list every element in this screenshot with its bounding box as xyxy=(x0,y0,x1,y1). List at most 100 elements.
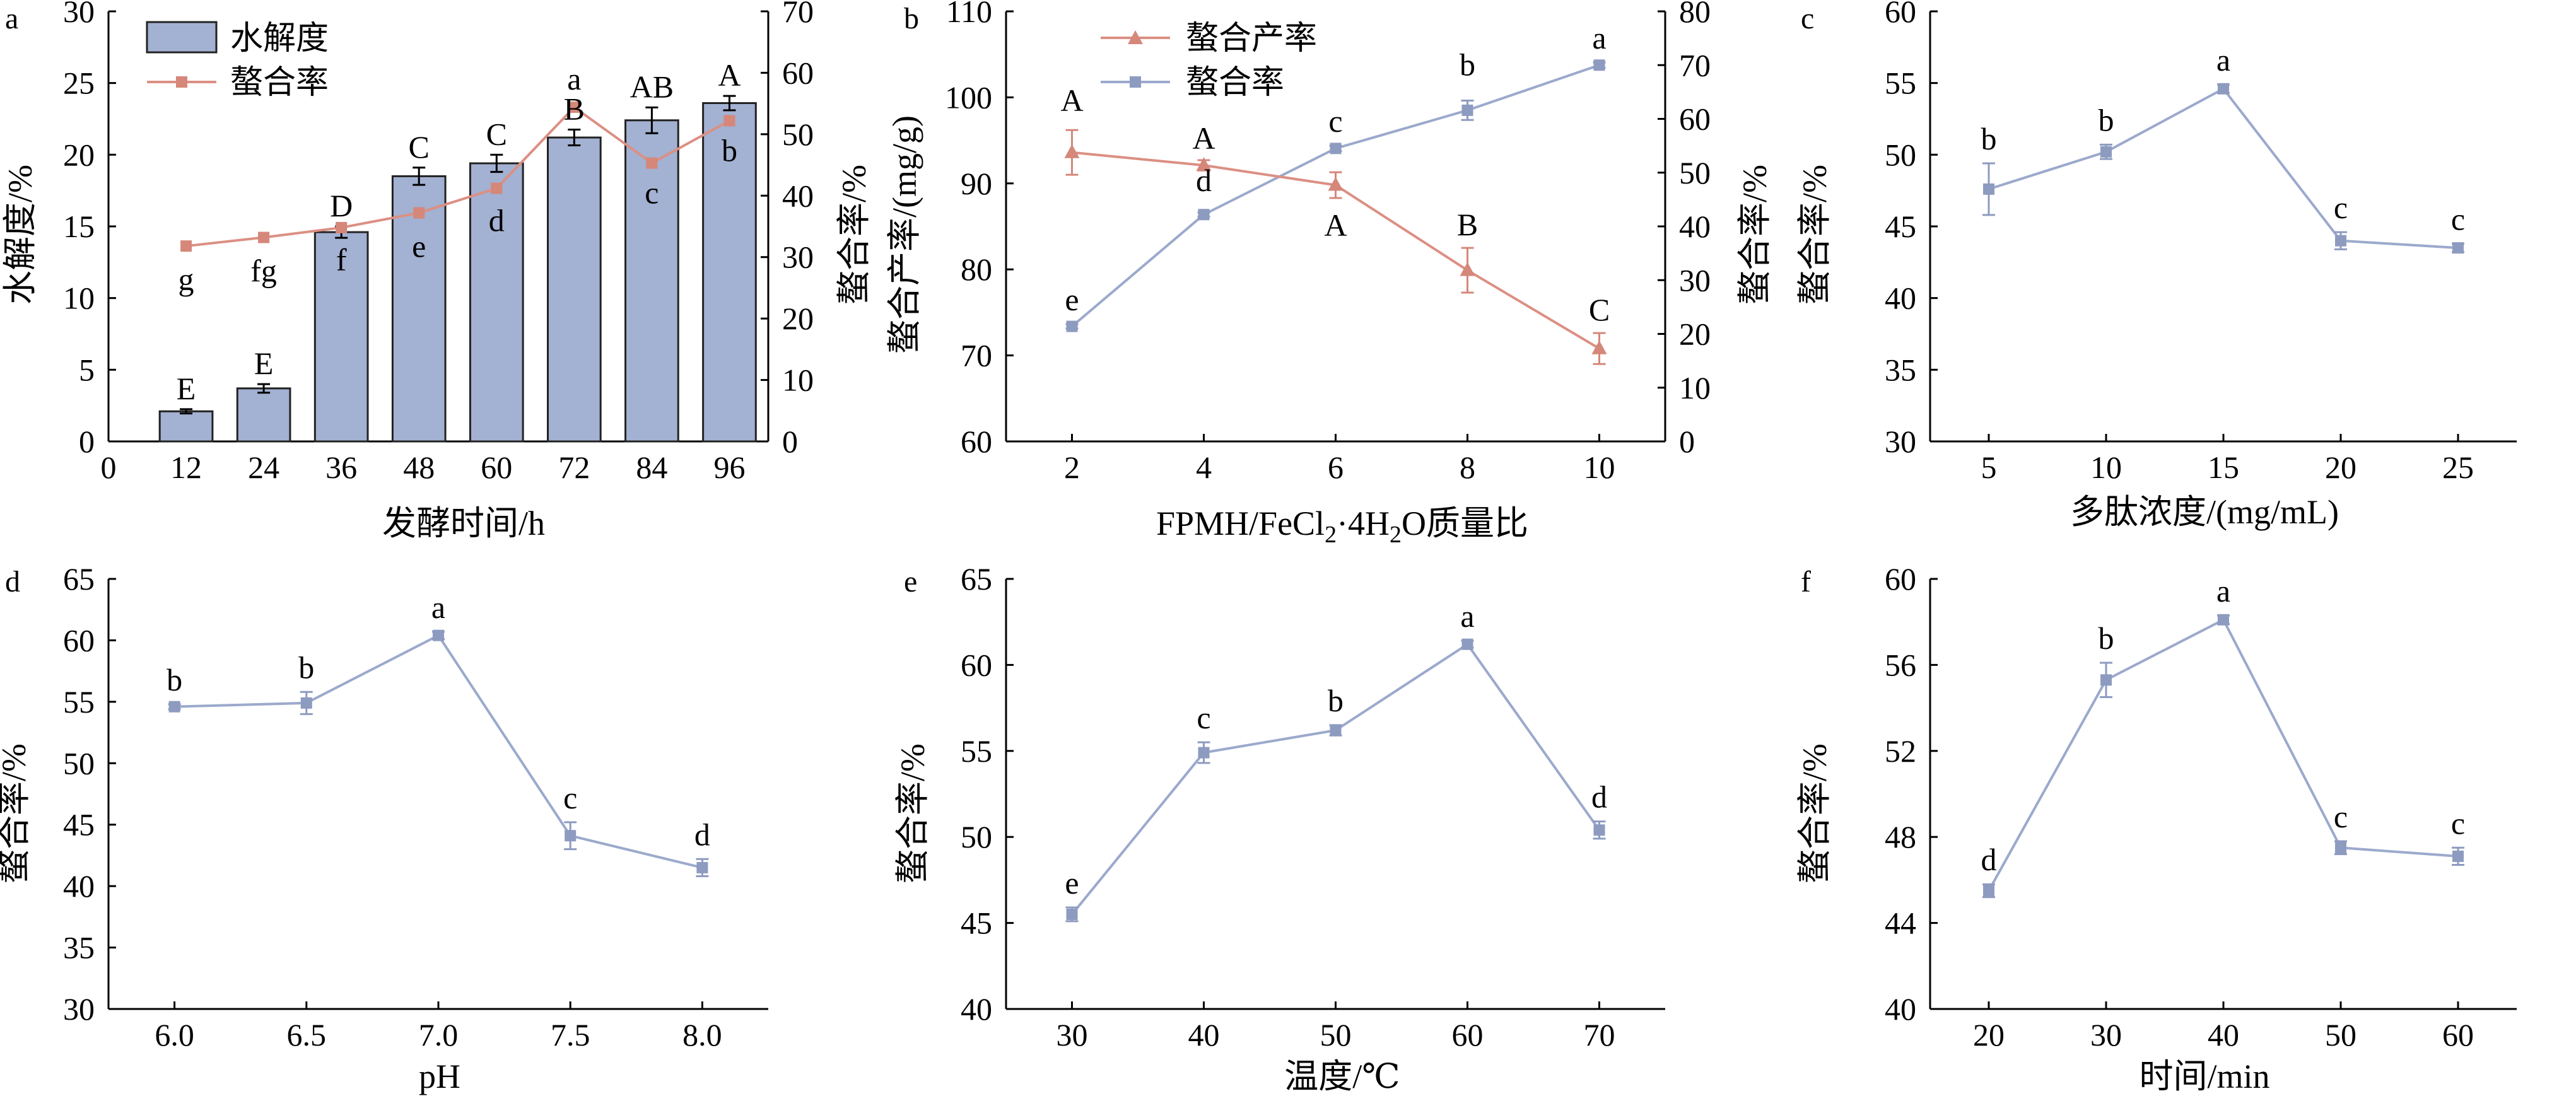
data-point xyxy=(1196,157,1212,172)
x-axis-label: pH xyxy=(419,1058,460,1095)
x-tick-label: 48 xyxy=(403,450,435,485)
y-tick-label: 110 xyxy=(946,0,992,29)
y2-tick-label: 60 xyxy=(782,55,814,90)
legend-marker-chelation xyxy=(1130,76,1141,88)
data-point xyxy=(723,115,735,127)
x-tick-label: 40 xyxy=(2208,1017,2239,1052)
significance-letter: E xyxy=(177,371,196,406)
x-axis-label: FPMH/FeCl2·4H2O质量比 xyxy=(1156,504,1528,548)
bar xyxy=(547,136,602,443)
data-point xyxy=(168,701,180,713)
legend-label-yield: 螯合产率 xyxy=(1186,21,1317,57)
data-point xyxy=(1983,183,1994,195)
data-point xyxy=(1591,340,1607,354)
y-tick-label: 65 xyxy=(961,561,992,597)
y-tick-label: 50 xyxy=(961,819,992,854)
y2-tick-label: 40 xyxy=(782,178,814,213)
x-tick-label: 8 xyxy=(1460,450,1475,485)
y-tick-label: 45 xyxy=(961,906,992,941)
data-point xyxy=(2218,614,2229,626)
x-axis-label: 发酵时间/h xyxy=(382,504,545,542)
series-line xyxy=(174,634,703,869)
y-tick-label: 40 xyxy=(961,991,992,1027)
x-tick-label: 10 xyxy=(1584,450,1615,485)
data-point xyxy=(565,830,577,842)
y2-axis-label: 螯合率/% xyxy=(835,165,873,305)
significance-letter: b xyxy=(2099,621,2114,656)
y-axis-label: 水解度/% xyxy=(1,165,39,305)
y-axis-label: 螯合率/% xyxy=(0,743,33,883)
bar xyxy=(236,387,291,443)
x-tick-label: 2 xyxy=(1064,450,1080,485)
significance-letter: c xyxy=(2334,190,2348,225)
data-point xyxy=(2452,242,2464,254)
data-point xyxy=(1330,725,1342,737)
data-point xyxy=(2100,146,2112,158)
data-point xyxy=(696,861,708,873)
legend-label-chelation: 螯合率 xyxy=(230,65,329,101)
y2-tick-label: 50 xyxy=(1679,155,1711,190)
data-point xyxy=(2452,850,2464,862)
significance-letter: c xyxy=(645,175,659,211)
y2-tick-label: 20 xyxy=(1679,317,1711,352)
y-tick-label: 65 xyxy=(63,561,95,597)
x-tick-label: 36 xyxy=(325,450,357,485)
significance-letter: E xyxy=(254,346,274,381)
data-point xyxy=(1461,104,1473,116)
significance-letter: B xyxy=(1457,207,1478,242)
x-tick-label: 25 xyxy=(2442,450,2474,485)
x-tick-label: 60 xyxy=(481,450,512,485)
y-tick-label: 50 xyxy=(63,745,95,781)
y-tick-label: 20 xyxy=(63,137,95,172)
data-point xyxy=(1593,824,1605,836)
bar xyxy=(391,175,447,443)
data-point xyxy=(300,697,312,709)
significance-letter: C xyxy=(409,129,430,165)
panel-a: a 0 5 10 15 20 25 30 0 12 24 36 48 60 72 84 96 0 10 20 30 40… xyxy=(1,0,873,542)
panel-label-e: e xyxy=(904,565,917,598)
data-point xyxy=(1064,144,1080,158)
panel-f: f 40 44 48 52 56 60 20 30 40 50 60 d b a c c 时间/min 螯合… xyxy=(1796,561,2517,1095)
y-axis-label: 螯合率/% xyxy=(894,743,932,883)
y-tick-label: 48 xyxy=(1885,819,1916,854)
data-point xyxy=(1066,908,1078,920)
x-tick-label: 60 xyxy=(2442,1017,2474,1052)
y2-tick-label: 0 xyxy=(782,424,798,459)
y-tick-label: 60 xyxy=(961,424,992,459)
y2-tick-label: 60 xyxy=(1679,102,1711,137)
significance-letter: c xyxy=(563,780,577,815)
data-point xyxy=(2218,83,2229,95)
significance-letter: e xyxy=(1065,282,1079,317)
panel-label-d: d xyxy=(5,565,20,598)
x-tick-label: 10 xyxy=(2090,450,2122,485)
significance-letter: c xyxy=(2451,805,2465,841)
significance-letter: c xyxy=(2334,799,2348,834)
y2-tick-label: 70 xyxy=(782,0,814,29)
significance-letter: a xyxy=(1592,20,1606,55)
y2-tick-label: 80 xyxy=(1679,0,1711,29)
y-tick-label: 50 xyxy=(1885,137,1916,172)
y-tick-label: 45 xyxy=(63,807,95,842)
panel-label-b: b xyxy=(904,2,919,35)
data-point xyxy=(491,182,503,194)
significance-letter: d xyxy=(1981,842,1997,877)
x-tick-label: 20 xyxy=(2325,450,2356,485)
y-tick-label: 30 xyxy=(63,991,95,1027)
significance-letter: A xyxy=(1060,83,1083,118)
legend-label-hydrolysis: 水解度 xyxy=(230,21,329,57)
data-point xyxy=(1460,262,1475,276)
y-tick-label: 25 xyxy=(63,66,95,101)
y-tick-label: 60 xyxy=(1885,561,1916,597)
series-line xyxy=(1988,87,2459,250)
data-point xyxy=(336,221,348,233)
panel-label-c: c xyxy=(1801,2,1814,35)
data-point xyxy=(1330,143,1342,154)
panel-label-a: a xyxy=(5,2,18,35)
panel-e: e 40 45 50 55 60 65 30 40 50 60 70 e c b a d 温度/℃ 螯合率/… xyxy=(894,561,1665,1095)
x-tick-label: 50 xyxy=(1320,1017,1352,1052)
significance-letter: f xyxy=(336,242,347,277)
legend-marker-yield xyxy=(1128,30,1143,44)
y-axis-label: 螯合率/% xyxy=(1796,743,1834,883)
